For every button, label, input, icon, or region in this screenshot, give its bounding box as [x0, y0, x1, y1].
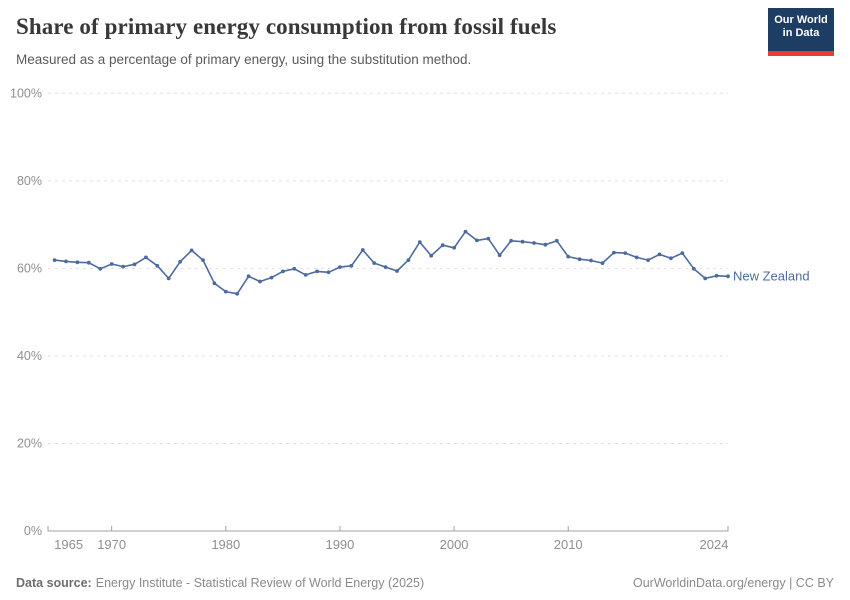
data-point-2003[interactable]	[486, 236, 491, 241]
data-point-1973[interactable]	[144, 255, 148, 260]
data-point-1966[interactable]	[64, 259, 68, 264]
data-point-1994[interactable]	[383, 265, 388, 269]
data-point-1985[interactable]	[281, 269, 285, 274]
y-tick-label-0: 0%	[24, 524, 42, 538]
data-point-1968[interactable]	[86, 260, 91, 265]
data-source-text: Energy Institute - Statistical Review of…	[95, 576, 425, 590]
data-point-1982[interactable]	[246, 274, 251, 279]
data-point-1979[interactable]	[212, 281, 217, 286]
data-source-note: Data source: Energy Institute - Statistic…	[16, 576, 424, 590]
data-point-1965[interactable]	[52, 258, 57, 262]
data-point-1996[interactable]	[406, 258, 411, 262]
data-point-2015[interactable]	[623, 251, 628, 256]
data-point-2022[interactable]	[703, 276, 708, 281]
data-point-2001[interactable]	[463, 229, 468, 234]
data-point-1971[interactable]	[121, 264, 125, 269]
data-point-1990[interactable]	[338, 265, 342, 269]
x-tick-label-2024: 2024	[700, 537, 729, 552]
data-point-1986[interactable]	[292, 266, 297, 271]
page-title: Share of primary energy consumption from…	[16, 14, 557, 39]
data-point-1967[interactable]	[75, 260, 80, 265]
data-point-1984[interactable]	[269, 275, 274, 280]
data-point-2021[interactable]	[691, 266, 696, 271]
data-point-2008[interactable]	[543, 242, 548, 247]
data-point-2020[interactable]	[680, 251, 685, 256]
data-point-2000[interactable]	[452, 245, 456, 250]
data-point-1974[interactable]	[155, 263, 160, 268]
data-point-2010[interactable]	[566, 254, 571, 259]
data-point-1993[interactable]	[372, 261, 377, 265]
owid-logo: Our World in Data	[768, 8, 834, 56]
data-point-1969[interactable]	[98, 266, 103, 271]
data-point-1970[interactable]	[109, 262, 114, 266]
y-tick-label-40: 40%	[17, 349, 42, 363]
data-point-1989[interactable]	[326, 270, 331, 275]
x-tick-label-2010: 2010	[554, 537, 583, 552]
data-point-1983[interactable]	[258, 279, 262, 284]
data-point-2016[interactable]	[634, 255, 639, 260]
data-point-1987[interactable]	[303, 273, 308, 277]
x-tick-label-1970: 1970	[97, 537, 126, 552]
series-line-new-zealand[interactable]	[54, 230, 729, 295]
x-tick-label-1965: 1965	[54, 537, 83, 552]
x-axis	[47, 526, 729, 532]
data-point-1995[interactable]	[395, 269, 399, 273]
y-tick-label-100: 100%	[10, 86, 42, 100]
data-point-2006[interactable]	[520, 239, 525, 244]
data-point-1992[interactable]	[360, 248, 365, 252]
data-point-1977[interactable]	[189, 248, 194, 253]
data-point-2024[interactable]	[726, 274, 730, 279]
y-tick-label-60: 60%	[17, 261, 42, 275]
data-point-1975[interactable]	[166, 276, 171, 281]
series-label-new-zealand[interactable]: New Zealand	[733, 268, 810, 283]
data-point-1997[interactable]	[417, 240, 422, 245]
owid-logo-line2: in Data	[782, 27, 820, 39]
data-point-2012[interactable]	[589, 258, 593, 263]
data-point-2017[interactable]	[646, 258, 650, 262]
owid-logo-line1: Our World	[774, 14, 828, 26]
data-point-2007[interactable]	[532, 241, 536, 245]
chart-footer: Data source: Energy Institute - Statistic…	[0, 566, 850, 600]
data-point-2014[interactable]	[612, 250, 616, 255]
y-tick-label-80: 80%	[17, 174, 42, 188]
data-point-2002[interactable]	[475, 238, 479, 243]
data-point-2023[interactable]	[714, 273, 719, 278]
data-source-label: Data source:	[16, 576, 92, 590]
data-point-1999[interactable]	[440, 243, 445, 248]
x-tick-label-1980: 1980	[211, 537, 240, 552]
data-point-2011[interactable]	[577, 257, 582, 262]
data-point-2005[interactable]	[509, 238, 513, 243]
data-point-2018[interactable]	[657, 252, 662, 257]
y-tick-label-20: 20%	[17, 436, 42, 450]
data-point-1998[interactable]	[429, 253, 434, 258]
data-point-2019[interactable]	[669, 256, 673, 261]
data-point-1980[interactable]	[223, 289, 228, 294]
data-point-1978[interactable]	[201, 258, 205, 262]
data-point-2004[interactable]	[497, 253, 502, 258]
data-point-1981[interactable]	[235, 291, 240, 296]
chart-subtitle: Measured as a percentage of primary ener…	[16, 52, 472, 67]
x-tick-label-2000: 2000	[440, 537, 469, 552]
data-point-1972[interactable]	[132, 262, 137, 267]
data-point-2009[interactable]	[554, 238, 559, 243]
x-tick-label-1990: 1990	[325, 537, 354, 552]
data-point-1991[interactable]	[349, 263, 354, 268]
owid-credit-link[interactable]: OurWorldinData.org/energy | CC BY	[632, 576, 834, 590]
data-point-1988[interactable]	[315, 269, 319, 274]
data-point-1976[interactable]	[178, 259, 183, 264]
data-point-2013[interactable]	[600, 261, 605, 265]
